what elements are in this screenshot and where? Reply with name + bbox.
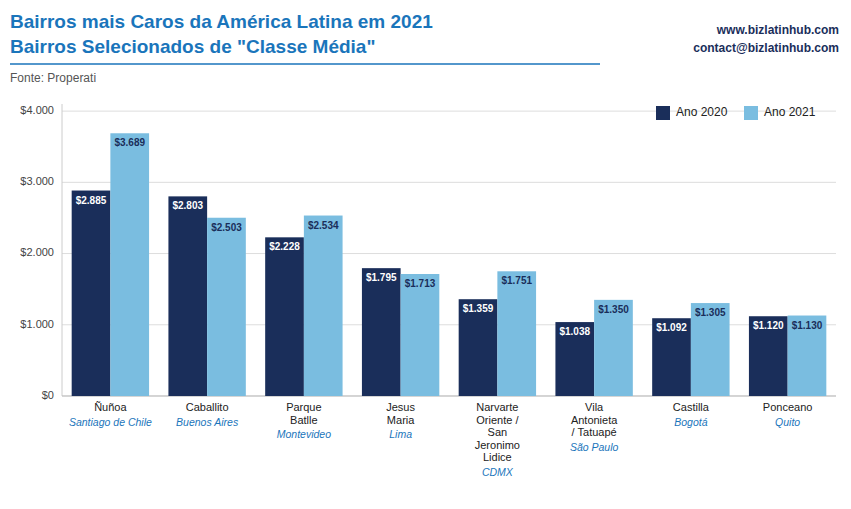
data-label: $1.120 (753, 320, 784, 331)
category-line: Narvarte (476, 401, 518, 413)
bars (72, 133, 827, 396)
data-label: $2.885 (76, 195, 107, 206)
chart: Bairros mais Caros da América Latina em … (0, 0, 851, 509)
bar (207, 218, 246, 396)
bar (497, 271, 536, 396)
data-label: $1.350 (598, 304, 629, 315)
data-label: $2.228 (269, 241, 300, 252)
data-label: $2.503 (211, 222, 242, 233)
bar (401, 274, 440, 396)
category-label: NarvarteOriente /SanJeronimoLidice (475, 401, 520, 463)
bar (555, 322, 594, 396)
bar (459, 299, 498, 396)
bar (594, 300, 633, 396)
data-label: $1.359 (463, 303, 494, 314)
category-line: Antonieta (571, 414, 618, 426)
data-label: $1.713 (405, 278, 436, 289)
subcategory-label: Quito (775, 416, 800, 428)
category-label: Castilla (673, 401, 710, 413)
data-label: $1.751 (501, 275, 532, 286)
title: Bairros mais Caros da América Latina em … (10, 11, 433, 32)
y-axis-line (62, 104, 63, 396)
tick-label: $2.000 (20, 246, 54, 258)
grid-line (62, 182, 836, 183)
category-line: Castilla (673, 401, 710, 413)
subcategory-label: Montevideo (277, 428, 331, 440)
category-line: Ponceano (763, 401, 813, 413)
legend-label: Ano 2020 (676, 105, 728, 119)
subcategory-label: Bogotá (674, 416, 707, 428)
data-labels: $2.885 $2.803 $2.228 $1.795 $1.359 $1.038 $1.0… (76, 137, 823, 337)
legend: Ano 2020 Ano 2021 (656, 105, 816, 120)
subcategory-label: Lima (389, 428, 412, 440)
bar (691, 303, 730, 396)
subcategory-label: CDMX (482, 466, 514, 478)
category-line: Jeronimo (475, 439, 520, 451)
category-line: San (488, 426, 508, 438)
category-label: Caballito (186, 401, 229, 413)
category-line: Oriente / (476, 414, 519, 426)
bar (362, 268, 401, 396)
tick-label: $4.000 (20, 104, 54, 116)
bar (72, 191, 111, 396)
category-line: Vila (585, 401, 604, 413)
category-line: / Tatuapé (572, 426, 617, 438)
bar (265, 237, 304, 396)
data-label: $1.092 (656, 322, 687, 333)
x-axis: Ñuñoa Santiago de Chile Caballito Buenos Ai… (69, 401, 812, 478)
data-label: $1.305 (695, 307, 726, 318)
tick-label: $3.000 (20, 175, 54, 187)
annotation: contact@bizlatinhub.com (693, 41, 839, 55)
category-line: Batlle (290, 414, 318, 426)
data-label: $2.534 (308, 220, 339, 231)
bar (110, 133, 149, 396)
legend-label: Ano 2021 (764, 105, 816, 119)
category-label: JesusMaria (386, 401, 415, 426)
title-rule (10, 63, 600, 65)
category-line: Jesus (386, 401, 415, 413)
category-line: Caballito (186, 401, 229, 413)
y-axis: $0 $1.000 $2.000 $3.000 $4.000 (20, 104, 836, 401)
bar (788, 316, 827, 396)
tick-label: $1.000 (20, 318, 54, 330)
annotation: Fonte: Properati (10, 71, 96, 85)
subcategory-label: São Paulo (570, 441, 619, 453)
data-label: $1.795 (366, 272, 397, 283)
subcategory-label: Santiago de Chile (69, 416, 152, 428)
category-line: Ñuñoa (94, 401, 127, 413)
category-label: ParqueBatlle (286, 401, 321, 426)
category-label: VilaAntonieta/ Tatuapé (571, 401, 618, 438)
bar (652, 318, 691, 396)
data-label: $1.038 (559, 326, 590, 337)
legend-swatch (656, 106, 670, 120)
category-label: Ponceano (763, 401, 813, 413)
subcategory-label: Buenos Aires (176, 416, 239, 428)
tick-label: $0 (42, 389, 54, 401)
data-label: $3.689 (114, 137, 145, 148)
category-label: Ñuñoa (94, 401, 127, 413)
data-label: $1.130 (792, 320, 823, 331)
legend-swatch (744, 106, 758, 120)
subtitle: Bairros Selecionados de "Classe Média" (10, 36, 375, 57)
annotation: www.bizlatinhub.com (716, 23, 839, 37)
data-label: $2.803 (172, 200, 203, 211)
bar (749, 316, 788, 396)
category-line: Lidice (483, 451, 512, 463)
bar (168, 196, 207, 396)
category-line: Parque (286, 401, 321, 413)
category-line: Maria (387, 414, 415, 426)
bar (304, 216, 343, 396)
